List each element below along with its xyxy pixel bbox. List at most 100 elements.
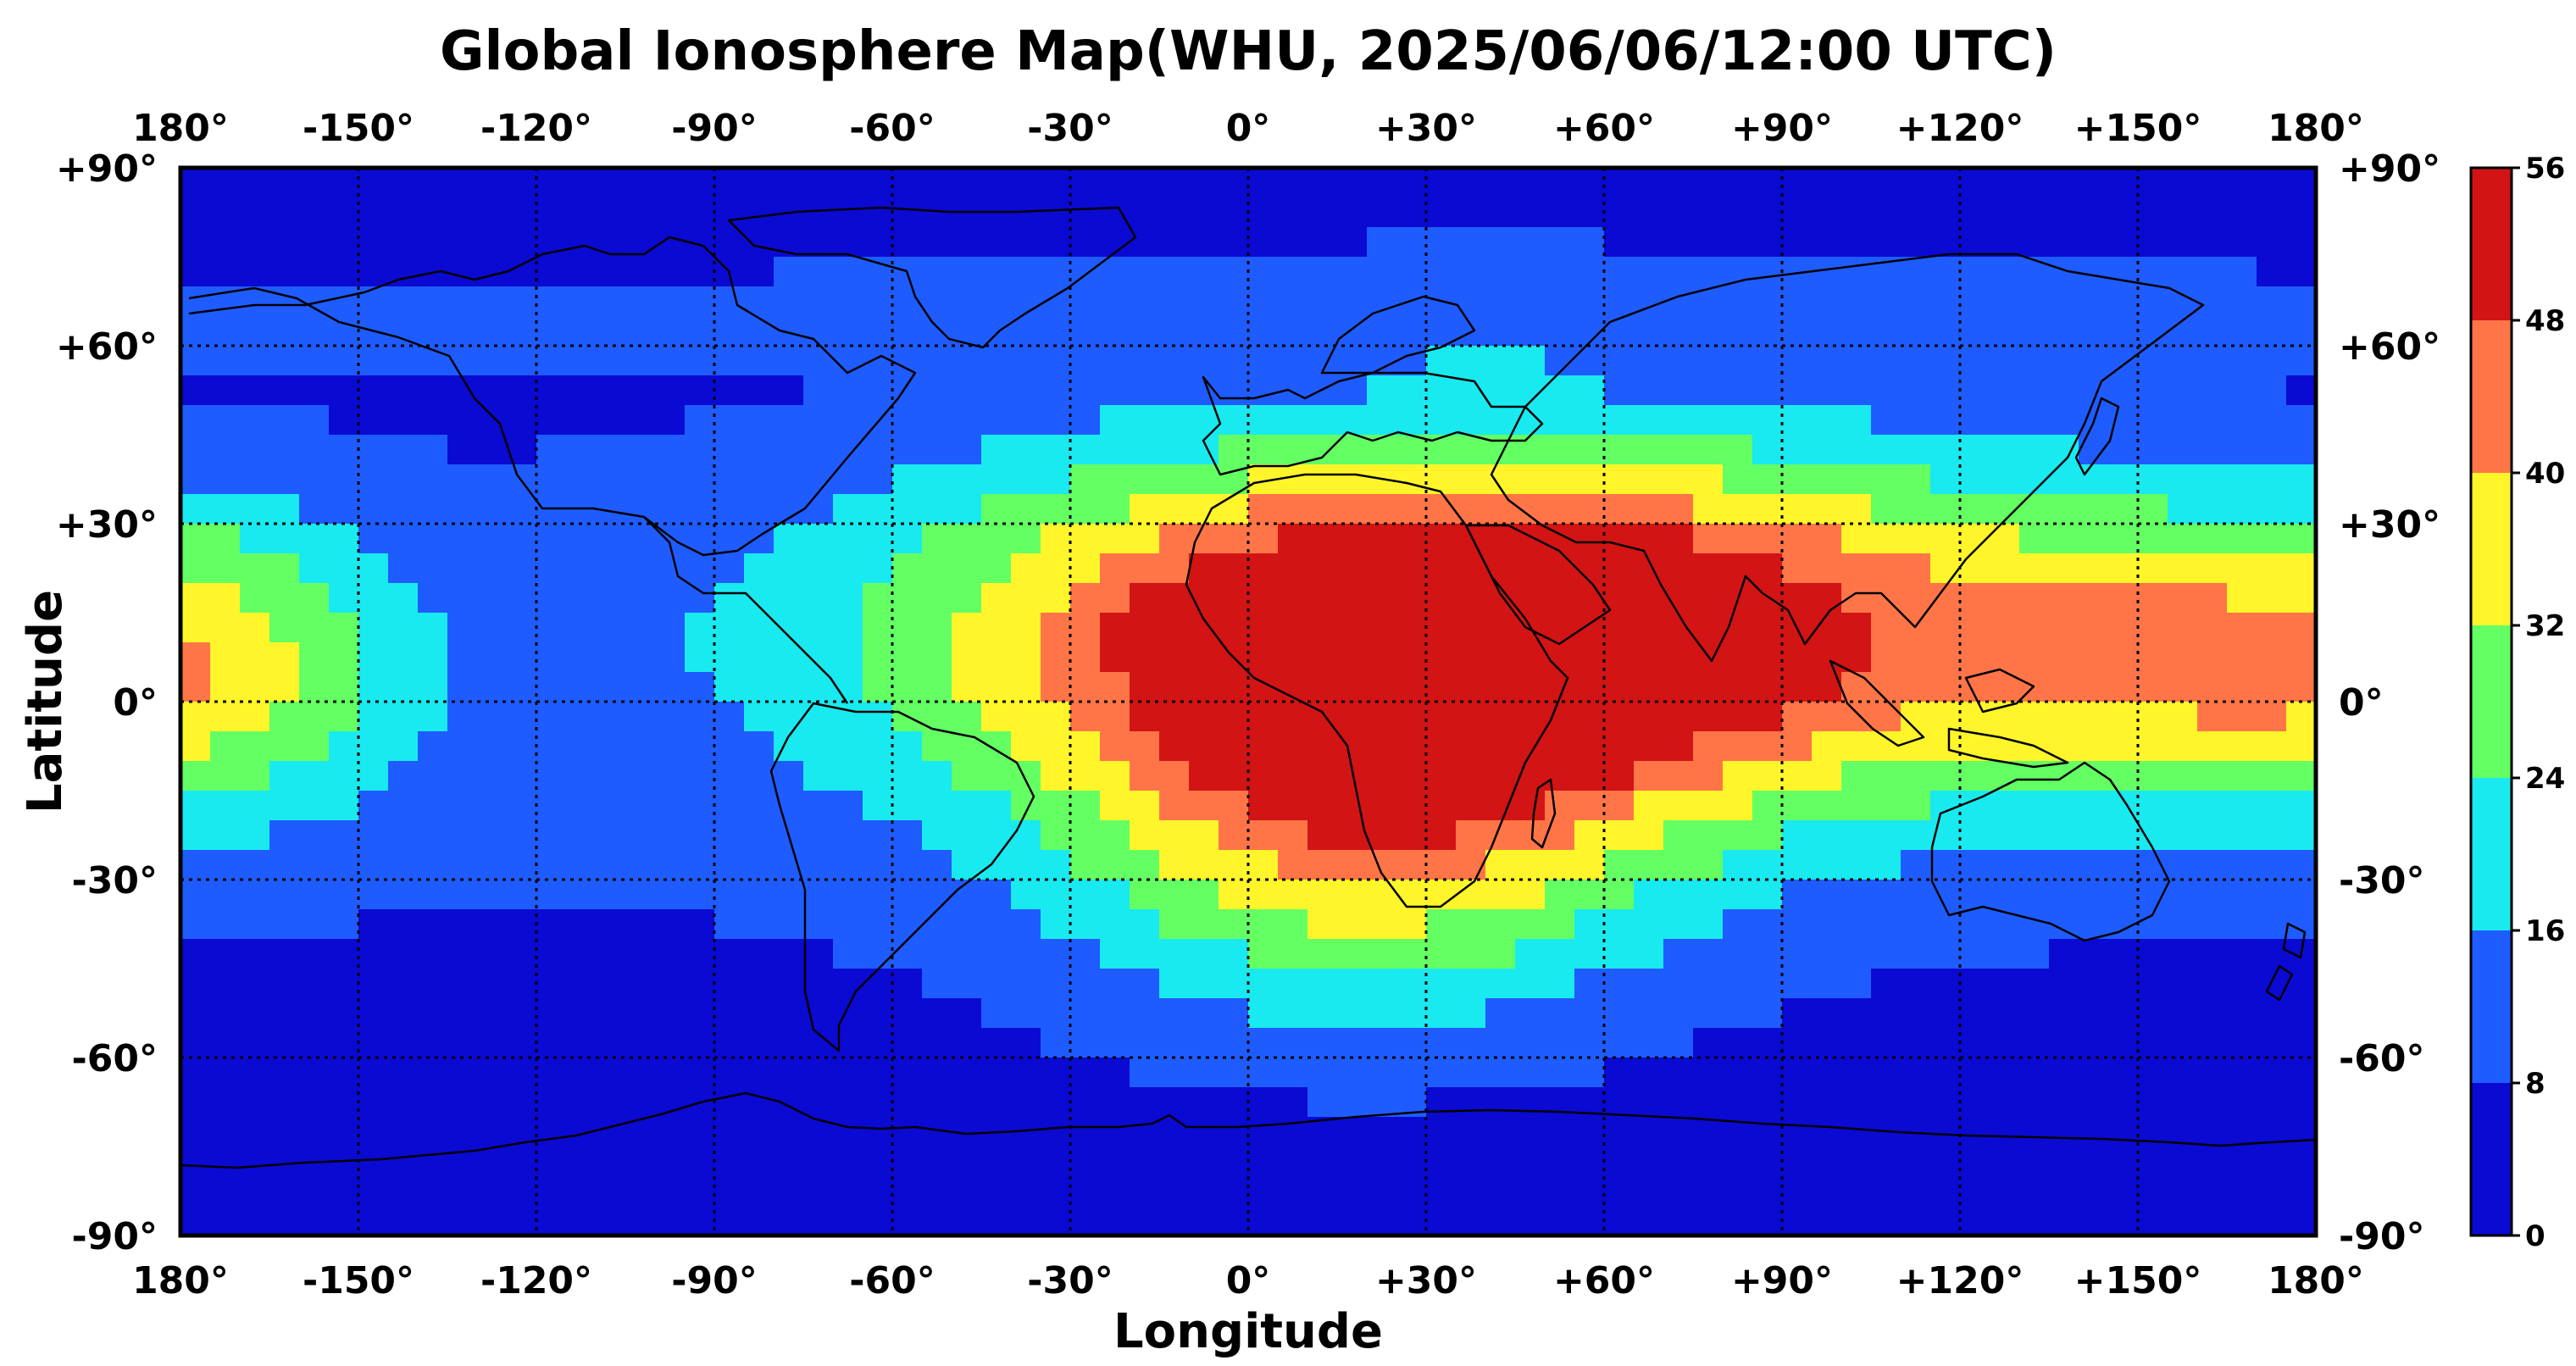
heatmap-cell [1100,1206,1130,1236]
heatmap-cell [2049,464,2079,495]
heatmap-cell [210,1087,241,1118]
heatmap-cell [922,1087,952,1118]
heatmap-cell [744,316,774,347]
heatmap-cell [507,524,537,554]
heatmap-cell [507,316,537,347]
heatmap-cell [180,346,211,376]
heatmap-cell [566,761,597,791]
heatmap-cell [1219,257,1249,287]
heatmap-cell [744,405,774,436]
heatmap-cell [1485,405,1516,436]
heatmap-cell [2138,998,2168,1029]
heatmap-cell [2168,583,2198,614]
heatmap-cell [833,405,863,436]
heatmap-cell [744,1087,774,1118]
heatmap-cell [714,969,745,999]
heatmap-cell [1871,672,1901,702]
heatmap-cell [714,435,745,465]
heatmap-cell [477,731,508,762]
heatmap-cell [625,524,656,554]
heatmap-cell [2257,464,2287,495]
heatmap-cell [210,553,241,584]
heatmap-cell [863,613,893,643]
heatmap-cell [388,524,419,554]
heatmap-cell [1100,494,1130,525]
heatmap-cell [388,197,419,228]
heatmap-cell [1515,435,1546,465]
heatmap-cell [1426,227,1457,258]
heatmap-cell [892,494,923,525]
heatmap-cell [1545,998,1575,1029]
heatmap-cell [1515,197,1546,228]
heatmap-cell [2079,1117,2109,1147]
heatmap-cell [1456,909,1486,940]
heatmap-cell [803,880,834,910]
heatmap-cell [1159,316,1190,347]
heatmap-cell [1960,1028,1990,1058]
heatmap-cell [240,880,270,910]
heatmap-cell [1219,405,1249,436]
heatmap-cell [1337,702,1368,732]
heatmap-cell [1041,613,1071,643]
heatmap-cell [418,1147,448,1177]
heatmap-cell [952,553,982,584]
heatmap-cell [1189,613,1219,643]
heatmap-cell [1219,1087,1249,1118]
heatmap-cell [1604,494,1635,525]
heatmap-cell [447,553,478,584]
heatmap-cell [2257,1058,2287,1088]
heatmap-cell [269,850,300,880]
heatmap-cell [1219,1206,1249,1236]
heatmap-cell [1456,1117,1486,1147]
heatmap-cell [1456,731,1486,762]
heatmap-cell [1159,346,1190,376]
heatmap-cell [1100,405,1130,436]
heatmap-cell [625,939,656,969]
heatmap-cell [1990,257,2020,287]
heatmap-cell [1812,1176,1842,1207]
coastline-arabia [1464,524,1612,646]
colorbar-segment [2471,1083,2512,1236]
heatmap-cell [1219,731,1249,762]
heatmap-cell [1841,346,1872,376]
heatmap-cell [329,346,359,376]
heatmap-cell [714,553,745,584]
heatmap-cell [1130,998,1160,1029]
heatmap-cell [952,702,982,732]
heatmap-cell [477,168,508,198]
heatmap-cell [1574,791,1605,821]
heatmap-cell [803,1087,834,1118]
heatmap-cell [299,998,330,1029]
heatmap-cell [833,791,863,821]
heatmap-cell [596,1058,626,1088]
heatmap-cell [774,405,804,436]
heatmap-cell [2019,524,2050,554]
heatmap-cell [1367,168,1397,198]
heatmap-cell [2257,405,2287,436]
heatmap-cell [655,583,686,614]
heatmap-cell [2197,850,2228,880]
heatmap-cell [2138,227,2168,258]
lon-tick-label: -120° [480,1259,592,1302]
heatmap-cell [329,731,359,762]
heatmap-cell [299,1087,330,1118]
heatmap-cell [536,998,567,1029]
heatmap-cell [1248,227,1279,258]
heatmap-cell [1130,316,1160,347]
heatmap-cell [1663,1206,1694,1236]
colorbar-segment [2471,320,2512,473]
heatmap-cell [1930,197,1961,228]
heatmap-cell [2197,1176,2228,1207]
heatmap-cell [863,1147,893,1177]
heatmap-cell [1604,197,1635,228]
heatmap-cell [774,494,804,525]
heatmap-cell [1574,880,1605,910]
heatmap-cell [625,880,656,910]
heatmap-cell [1990,524,2020,554]
heatmap-cell [1070,1028,1101,1058]
heatmap-cell [418,1117,448,1147]
heatmap-cell [1367,405,1397,436]
heatmap-cell [329,939,359,969]
heatmap-cell [2227,909,2257,940]
heatmap-cell [536,880,567,910]
